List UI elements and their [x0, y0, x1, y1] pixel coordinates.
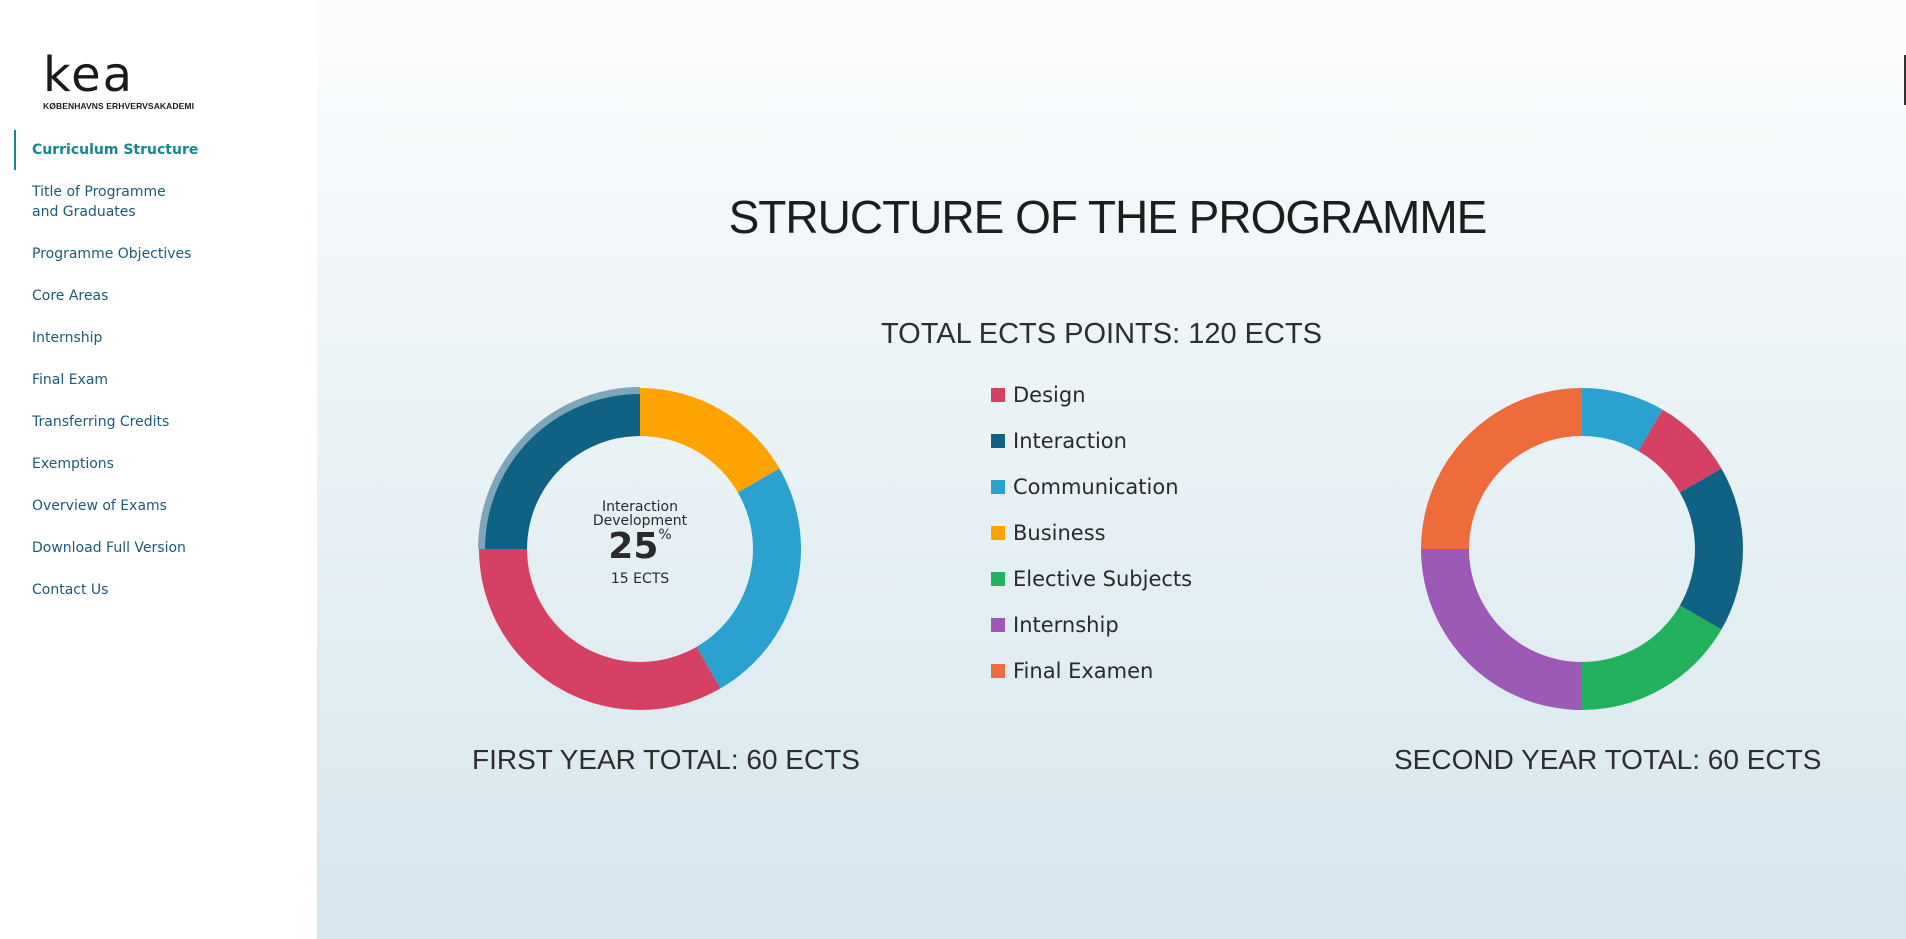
slice-internship[interactable]: [1421, 549, 1582, 710]
nav-item-label-line1: Title of Programme: [32, 184, 166, 200]
active-nav-indicator: [14, 130, 16, 170]
slice-interaction[interactable]: [1679, 468, 1743, 630]
nav-item-curriculum-structure[interactable]: Curriculum Structure: [32, 142, 199, 158]
slice-business[interactable]: [640, 388, 780, 493]
legend-swatch: [991, 434, 1005, 448]
kea-logo[interactable]: kea KØBENHAVNS ERHVERVSAKADEMI: [43, 47, 195, 111]
page-title: STRUCTURE OF THE PROGRAMME: [728, 191, 1488, 243]
second-year-total-label: SECOND YEAR TOTAL: 60 ECTS: [1394, 744, 1822, 775]
legend-swatch: [991, 526, 1005, 540]
sidebar: kea KØBENHAVNS ERHVERVSAKADEMI Curriculu…: [0, 0, 317, 939]
slice-interaction[interactable]: [485, 394, 640, 549]
slice-final-examen[interactable]: [1421, 388, 1582, 549]
legend-label: Interaction: [1013, 429, 1127, 453]
center-info-percent-value: 25: [608, 526, 659, 567]
logo-subtitle: KØBENHAVNS ERHVERVSAKADEMI: [43, 101, 195, 111]
legend-swatch: [991, 572, 1005, 586]
nav-item-overview-of-exams[interactable]: Overview of Exams: [32, 498, 167, 514]
legend-label: Business: [1013, 521, 1106, 545]
nav-item-programme-objectives[interactable]: Programme Objectives: [32, 246, 192, 262]
legend-label: Internship: [1013, 613, 1119, 637]
logo-wordmark: kea: [43, 47, 135, 103]
nav-item-label-line2: and Graduates: [32, 204, 136, 220]
nav-item-internship[interactable]: Internship: [32, 330, 103, 346]
nav-item-title-of-programme[interactable]: Title of Programme and Graduates: [32, 182, 166, 222]
second-year-donut-chart: [1421, 388, 1743, 710]
slice-elective-subjects[interactable]: [1582, 605, 1722, 711]
legend-label: Elective Subjects: [1013, 567, 1193, 591]
first-year-donut-chart: [478, 387, 802, 710]
center-info-ects: 15 ECTS: [610, 571, 670, 587]
total-ects: TOTAL ECTS POINTS: 120 ECTS: [880, 318, 1323, 350]
donut-center-info: Interaction Development 25% 15 ECTS: [579, 500, 701, 587]
slice-design[interactable]: [479, 549, 721, 710]
first-year-total-label: FIRST YEAR TOTAL: 60 ECTS: [472, 744, 860, 775]
nav-item-transferring-credits[interactable]: Transferring Credits: [32, 414, 170, 430]
nav-item-final-exam[interactable]: Final Exam: [32, 372, 109, 388]
legend-swatch: [991, 664, 1005, 678]
legend-label: Communication: [1013, 475, 1179, 499]
legend-swatch: [991, 618, 1005, 632]
nav-item-contact-us[interactable]: Contact Us: [32, 582, 109, 598]
slice-design[interactable]: [1638, 409, 1722, 493]
main-content: STRUCTURE OF THE PROGRAMME TOTAL ECTS PO…: [317, 0, 1906, 939]
center-info-line2: Development: [592, 513, 688, 529]
nav-item-download-full-version[interactable]: Download Full Version: [32, 540, 186, 556]
nav-item-exemptions[interactable]: Exemptions: [32, 456, 114, 472]
center-info-line1: Interaction: [602, 499, 678, 515]
center-info-percent-sign: %: [658, 527, 672, 543]
scrollbar-edge[interactable]: [1904, 55, 1906, 105]
slice-communication[interactable]: [696, 468, 802, 689]
legend-swatch: [991, 388, 1005, 402]
center-info-percent: 25%: [579, 526, 701, 571]
slice-communication[interactable]: [1582, 388, 1663, 452]
legend-label: Design: [1013, 383, 1086, 407]
legend-swatch: [991, 480, 1005, 494]
nav-item-core-areas[interactable]: Core Areas: [32, 288, 109, 304]
legend-label: Final Examen: [1013, 659, 1154, 683]
